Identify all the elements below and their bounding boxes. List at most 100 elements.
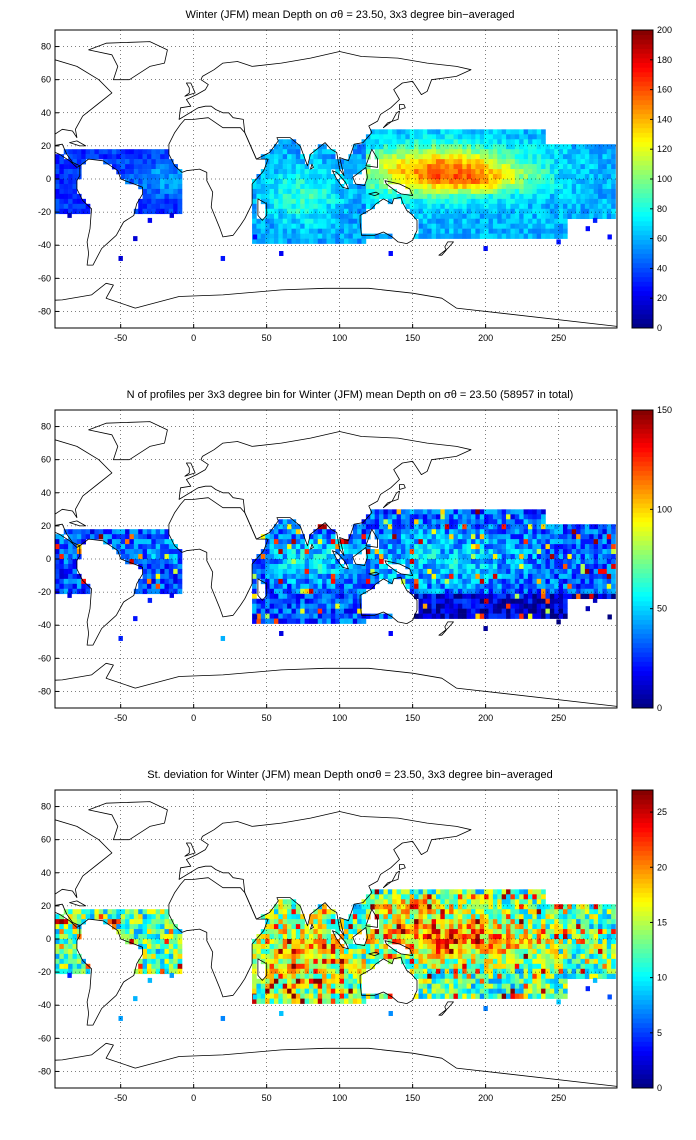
heatmap-cell [374, 889, 380, 895]
heatmap-cell [475, 198, 481, 205]
heatmap-cell [405, 924, 411, 930]
heatmap-cell [435, 174, 441, 180]
heatmap-cell [400, 554, 406, 560]
heatmap-cell [317, 568, 323, 575]
panel-title: Winter (JFM) mean Depth on σθ = 23.50, 3… [185, 9, 514, 21]
heatmap-cell [313, 983, 319, 989]
heatmap-cell [422, 223, 428, 229]
heatmap-cell [440, 993, 446, 999]
heatmap-cell [287, 228, 292, 234]
heatmap-cell [76, 963, 82, 970]
heatmap-cell [589, 203, 594, 210]
heatmap-cell [365, 174, 371, 180]
heatmap-cell [55, 953, 60, 960]
heatmap-cell [602, 559, 608, 565]
heatmap-cell [322, 549, 327, 555]
heatmap-cell [129, 159, 135, 165]
heatmap-cell [278, 608, 284, 614]
heatmap-cell [344, 618, 349, 624]
heatmap-cell [374, 183, 380, 190]
heatmap-cell [63, 169, 69, 175]
heatmap-cell [427, 519, 432, 525]
heatmap-cell [387, 613, 393, 619]
heatmap-cell [510, 514, 516, 520]
heatmap-cell [252, 958, 257, 965]
heatmap-cell [545, 603, 551, 609]
colorbar-step [632, 295, 653, 301]
heatmap-cell [418, 183, 424, 190]
heatmap-cell [549, 529, 555, 535]
heatmap-cell [164, 539, 170, 545]
heatmap-cell [304, 618, 310, 624]
heatmap-cell [133, 934, 139, 940]
heatmap-cell [313, 174, 319, 180]
heatmap-cell [532, 529, 538, 535]
heatmap-cell [396, 559, 402, 565]
heatmap-cell [584, 539, 590, 545]
heatmap-cell [344, 953, 349, 960]
heatmap-cell [602, 554, 608, 560]
heatmap-cell [435, 198, 441, 205]
heatmap-cell [322, 583, 327, 590]
heatmap-cell [541, 198, 546, 205]
heatmap-cell [418, 973, 424, 980]
heatmap-cell [506, 608, 511, 614]
heatmap-cell [523, 534, 529, 540]
heatmap-cell [348, 958, 354, 965]
heatmap-cell [475, 174, 481, 180]
heatmap-cell [160, 568, 165, 575]
heatmap-cell [576, 179, 581, 185]
heatmap-cell [396, 509, 402, 515]
colorbar-step [632, 433, 653, 439]
heatmap-cell [160, 544, 165, 550]
heatmap-cell [422, 208, 428, 215]
heatmap-cell [361, 904, 367, 910]
heatmap-cell [260, 154, 266, 160]
heatmap-cell [440, 953, 446, 960]
heatmap-cell [291, 914, 297, 920]
heatmap-cell [278, 988, 284, 994]
heatmap-cell [129, 169, 135, 175]
heatmap-cell [418, 573, 424, 580]
colorbar-step [632, 239, 653, 245]
heatmap-cell [365, 524, 371, 530]
heatmap-cell [466, 549, 472, 555]
heatmap-cell [466, 539, 472, 545]
heatmap-cell [326, 958, 332, 965]
heatmap-cell [269, 174, 275, 180]
heatmap-cell [475, 228, 481, 234]
heatmap-cell [352, 223, 358, 229]
heatmap-cell [392, 894, 397, 900]
heatmap-cell [339, 159, 345, 165]
heatmap-cell [265, 608, 270, 614]
heatmap-cell [602, 549, 608, 555]
colorbar-step [632, 568, 653, 574]
heatmap-cell [304, 583, 310, 590]
heatmap-cell [427, 509, 432, 515]
heatmap-cell [492, 583, 498, 590]
heatmap-cell [501, 559, 507, 565]
heatmap-cell [431, 519, 437, 525]
heatmap-cell [300, 154, 305, 160]
heatmap-cell [514, 144, 520, 150]
colorbar-step [632, 300, 653, 306]
heatmap-cell [164, 919, 170, 925]
heatmap-cell [287, 899, 292, 905]
heatmap-cell [313, 578, 319, 585]
heatmap-cell [335, 183, 340, 190]
heatmap-cell [593, 198, 599, 205]
heatmap-cell [90, 909, 95, 915]
heatmap-cell [484, 193, 489, 200]
heatmap-cell [414, 524, 419, 530]
heatmap-cell [484, 603, 489, 609]
heatmap-cell [562, 228, 568, 234]
heatmap-cell [76, 549, 82, 555]
heatmap-cell [164, 544, 170, 550]
heatmap-cell [444, 228, 450, 234]
heatmap-cell [282, 998, 288, 1004]
heatmap-cell [160, 559, 165, 565]
heatmap-cell [527, 519, 533, 525]
heatmap-cell [168, 179, 174, 185]
heatmap-cell [576, 149, 581, 155]
heatmap-cell [348, 213, 354, 220]
